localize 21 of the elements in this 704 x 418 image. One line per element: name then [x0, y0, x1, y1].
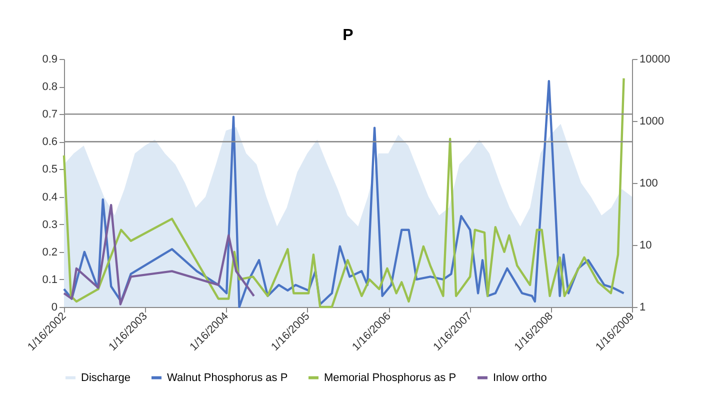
- y2-tick-label: 1000: [640, 116, 664, 128]
- y2-tick-label: 10: [640, 240, 652, 252]
- y2-tick-label: 100: [640, 178, 658, 190]
- y-tick-label: 0.2: [42, 246, 58, 258]
- y-tick-label: 0.7: [42, 108, 58, 121]
- legend-label: Memorial Phosphorus as P: [324, 372, 456, 384]
- chart-title: P: [342, 27, 354, 44]
- line-series: [62, 204, 256, 306]
- legend-label: Inlow ortho: [493, 372, 547, 384]
- y2-tick-label: 1: [640, 302, 646, 314]
- y-tick-label: 0.1: [42, 274, 58, 286]
- y-tick-label: 0.4: [42, 191, 58, 204]
- y2-tick-label: 10000: [640, 54, 670, 66]
- y-tick-label: 0.9: [42, 54, 58, 66]
- legend-label: Discharge: [81, 372, 131, 384]
- y-tick-label: 0: [51, 302, 58, 314]
- y-tick-label: 0.6: [42, 136, 58, 148]
- y-tick-label: 0.8: [42, 81, 58, 94]
- y-tick-label: 0.5: [42, 164, 58, 176]
- y-tick-label: 0.3: [42, 218, 58, 231]
- legend-label: Walnut Phosphorus as P: [167, 372, 288, 384]
